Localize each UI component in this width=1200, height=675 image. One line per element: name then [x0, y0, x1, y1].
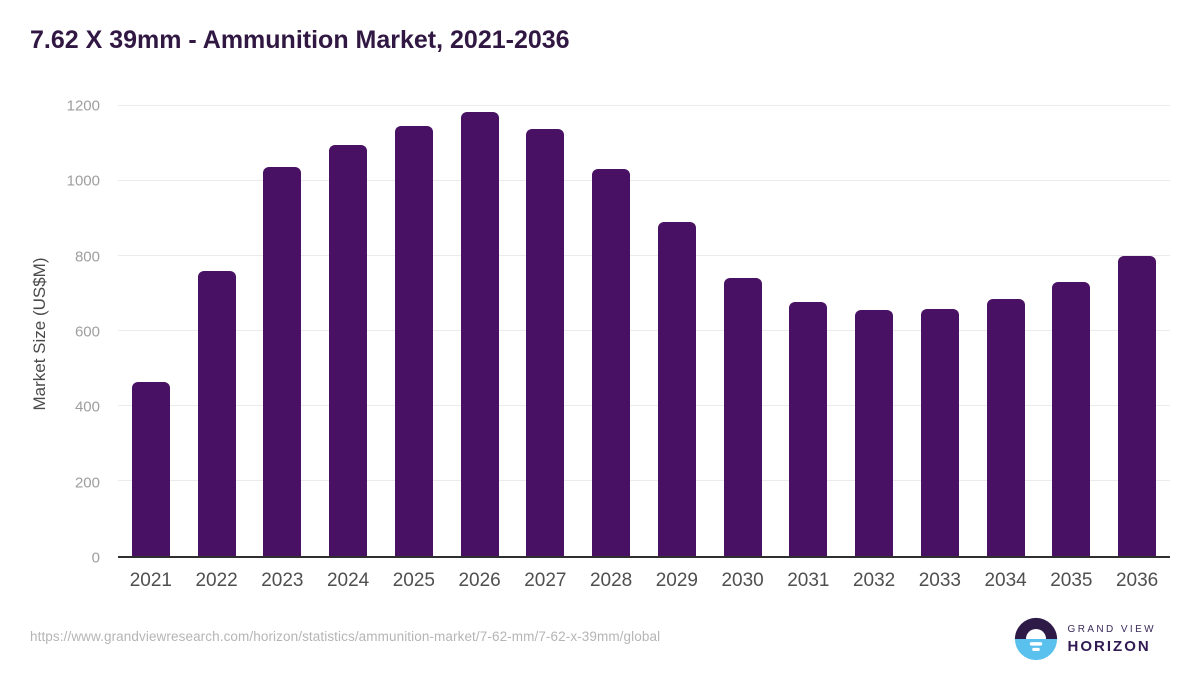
bar-band-2023 — [250, 106, 316, 556]
x-tick-label-2033: 2033 — [918, 570, 962, 591]
bar-2033[interactable] — [920, 309, 959, 556]
x-tick-label-2035: 2035 — [1050, 570, 1093, 591]
bar-2029[interactable] — [657, 222, 696, 556]
brand-name-bottom: HORIZON — [1067, 637, 1151, 655]
x-tick-label-2028: 2028 — [589, 570, 633, 591]
gridline-600 — [118, 330, 1170, 331]
bar-band-2036 — [1104, 106, 1170, 556]
bar-2022[interactable] — [197, 271, 236, 556]
brand-logo: GRAND VIEW HORIZON — [1013, 616, 1156, 662]
x-tick-label-2029: 2029 — [655, 570, 699, 591]
y-tick-label-0: 0 — [91, 549, 100, 567]
bar-band-2021 — [118, 106, 184, 556]
y-axis-labels: 0 200 400 600 800 1000 1200 — [0, 99, 102, 566]
y-tick-label-400: 400 — [74, 398, 100, 416]
bar-band-2022 — [184, 106, 250, 556]
bar-band-2035 — [1039, 106, 1105, 556]
source-url: https://www.grandviewresearch.com/horizo… — [30, 629, 661, 644]
gridline-1200 — [118, 105, 1170, 106]
plot-area — [118, 105, 1170, 558]
y-tick-label-1200: 1200 — [66, 97, 100, 115]
x-tick-label-2031: 2031 — [787, 570, 830, 591]
x-tick-label-2021: 2021 — [129, 570, 173, 591]
gridline-800 — [118, 255, 1170, 257]
brand-name-top: GRAND VIEW — [1067, 623, 1156, 635]
bar-2032[interactable] — [855, 310, 894, 556]
bars — [118, 106, 1170, 556]
bar-2036[interactable] — [1118, 255, 1157, 556]
bar-2023[interactable] — [263, 167, 302, 556]
bar-band-2034 — [973, 106, 1039, 556]
bar-2027[interactable] — [526, 128, 565, 556]
bar-2031[interactable] — [789, 301, 828, 556]
y-tick-label-200: 200 — [74, 474, 100, 492]
chart-title: 7.62 X 39mm - Ammunition Market, 2021-20… — [30, 26, 570, 54]
bar-band-2024 — [315, 106, 381, 556]
x-tick-label-2034: 2034 — [984, 570, 1027, 591]
bar-2021[interactable] — [131, 382, 170, 556]
gridlines — [118, 105, 1170, 556]
bar-band-2031 — [776, 106, 842, 556]
horizon-logo-icon — [1013, 616, 1059, 662]
bar-band-2029 — [644, 106, 710, 556]
x-tick-label-2024: 2024 — [326, 570, 370, 591]
bar-2035[interactable] — [1052, 282, 1091, 556]
y-tick-label-600: 600 — [74, 323, 100, 341]
bar-2025[interactable] — [394, 125, 433, 556]
bar-band-2027 — [513, 106, 579, 556]
x-tick-label-2023: 2023 — [261, 570, 304, 591]
x-axis-labels: 2021 2022 2023 2024 2025 2026 2027 2028 2029 2030… — [118, 570, 1170, 592]
gridline-400 — [118, 405, 1170, 407]
x-tick-label-2025: 2025 — [392, 570, 436, 591]
bar-2026[interactable] — [460, 112, 499, 556]
gridline-1000 — [118, 180, 1170, 181]
x-tick-label-2032: 2032 — [852, 570, 896, 591]
x-tick-label-2027: 2027 — [524, 570, 567, 591]
bar-2028[interactable] — [592, 169, 631, 556]
bar-2024[interactable] — [329, 145, 368, 556]
bar-2034[interactable] — [986, 299, 1025, 556]
bar-band-2025 — [381, 106, 447, 556]
brand-logo-text: GRAND VIEW HORIZON — [1068, 624, 1156, 655]
y-tick-label-1000: 1000 — [66, 172, 100, 190]
bar-band-2028 — [578, 106, 644, 556]
x-tick-label-2026: 2026 — [458, 570, 501, 591]
y-tick-label-800: 800 — [74, 248, 100, 266]
x-tick-label-2030: 2030 — [721, 570, 764, 591]
x-tick-label-2036: 2036 — [1115, 570, 1159, 591]
gridline-200 — [118, 480, 1170, 482]
x-tick-label-2022: 2022 — [195, 570, 238, 591]
bar-band-2032 — [841, 106, 907, 556]
bar-band-2033 — [907, 106, 973, 556]
bar-2030[interactable] — [723, 277, 762, 556]
bar-band-2030 — [710, 106, 776, 556]
bar-band-2026 — [447, 106, 513, 556]
